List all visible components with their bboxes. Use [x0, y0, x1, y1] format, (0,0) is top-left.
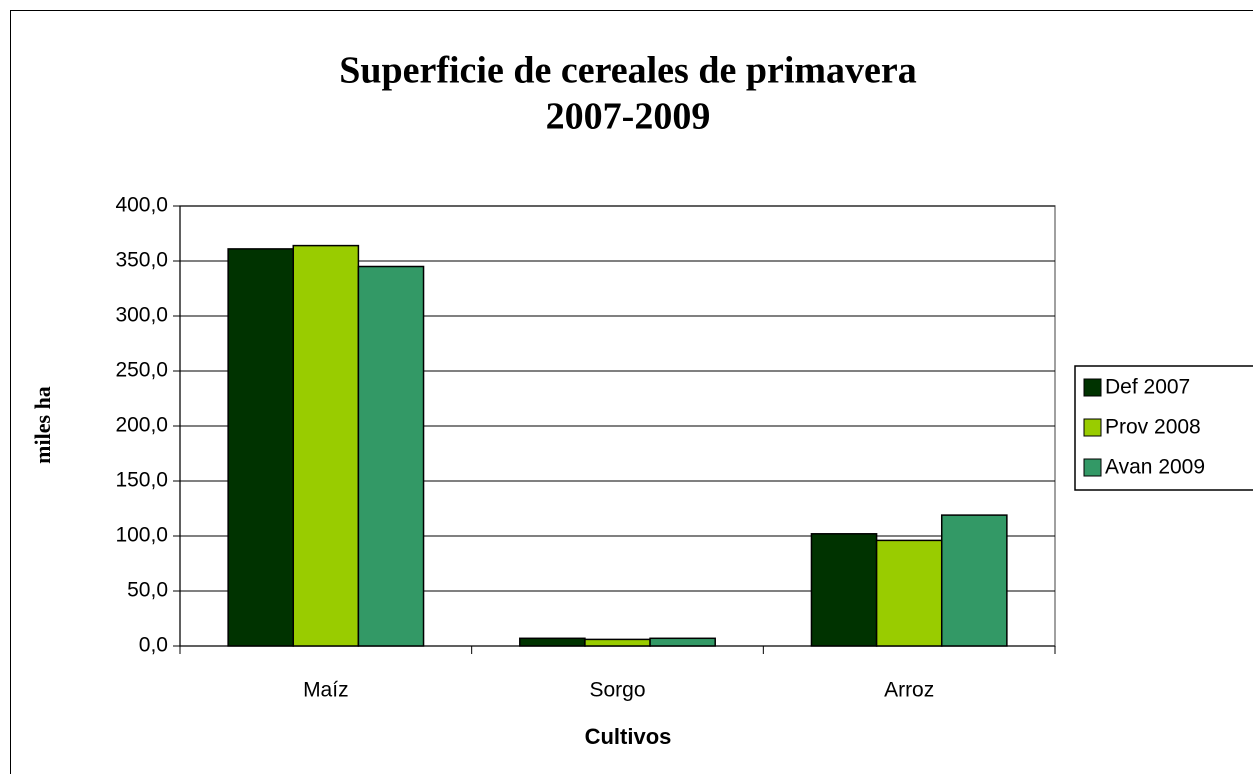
- y-tick-label: 250,0: [115, 359, 168, 382]
- legend-label: Avan 2009: [1105, 456, 1205, 479]
- y-tick-label: 50,0: [127, 579, 168, 602]
- x-tick-label: Arroz: [884, 679, 934, 702]
- bar: [940, 514, 1008, 647]
- x-tick-label: Sorgo: [589, 679, 645, 702]
- y-tick-label: 0,0: [139, 634, 168, 657]
- legend-box: [1074, 365, 1253, 491]
- chart-title: 2007-2009: [546, 96, 711, 138]
- legend-swatch: [1083, 458, 1102, 477]
- bar: [584, 638, 651, 647]
- x-axis-label: Cultivos: [585, 724, 672, 749]
- bar: [227, 248, 295, 647]
- bar: [810, 533, 878, 647]
- chart-title: Superficie de cereales de primavera: [339, 50, 917, 92]
- y-tick-label: 400,0: [115, 194, 168, 217]
- y-tick-label: 100,0: [115, 524, 168, 547]
- x-tick-label: Maíz: [303, 679, 349, 702]
- y-tick-label: 350,0: [115, 249, 168, 272]
- legend-swatch: [1083, 418, 1102, 437]
- bar: [519, 637, 586, 647]
- y-tick-label: 150,0: [115, 469, 168, 492]
- y-tick-label: 200,0: [115, 414, 168, 437]
- legend-swatch: [1083, 378, 1102, 397]
- bar: [649, 637, 716, 647]
- y-tick-label: 300,0: [115, 304, 168, 327]
- y-axis-label: miles ha: [30, 386, 55, 464]
- bar: [357, 265, 425, 647]
- legend-label: Prov 2008: [1105, 416, 1201, 439]
- bar: [875, 539, 943, 647]
- legend-label: Def 2007: [1105, 376, 1190, 399]
- bar: [292, 244, 360, 647]
